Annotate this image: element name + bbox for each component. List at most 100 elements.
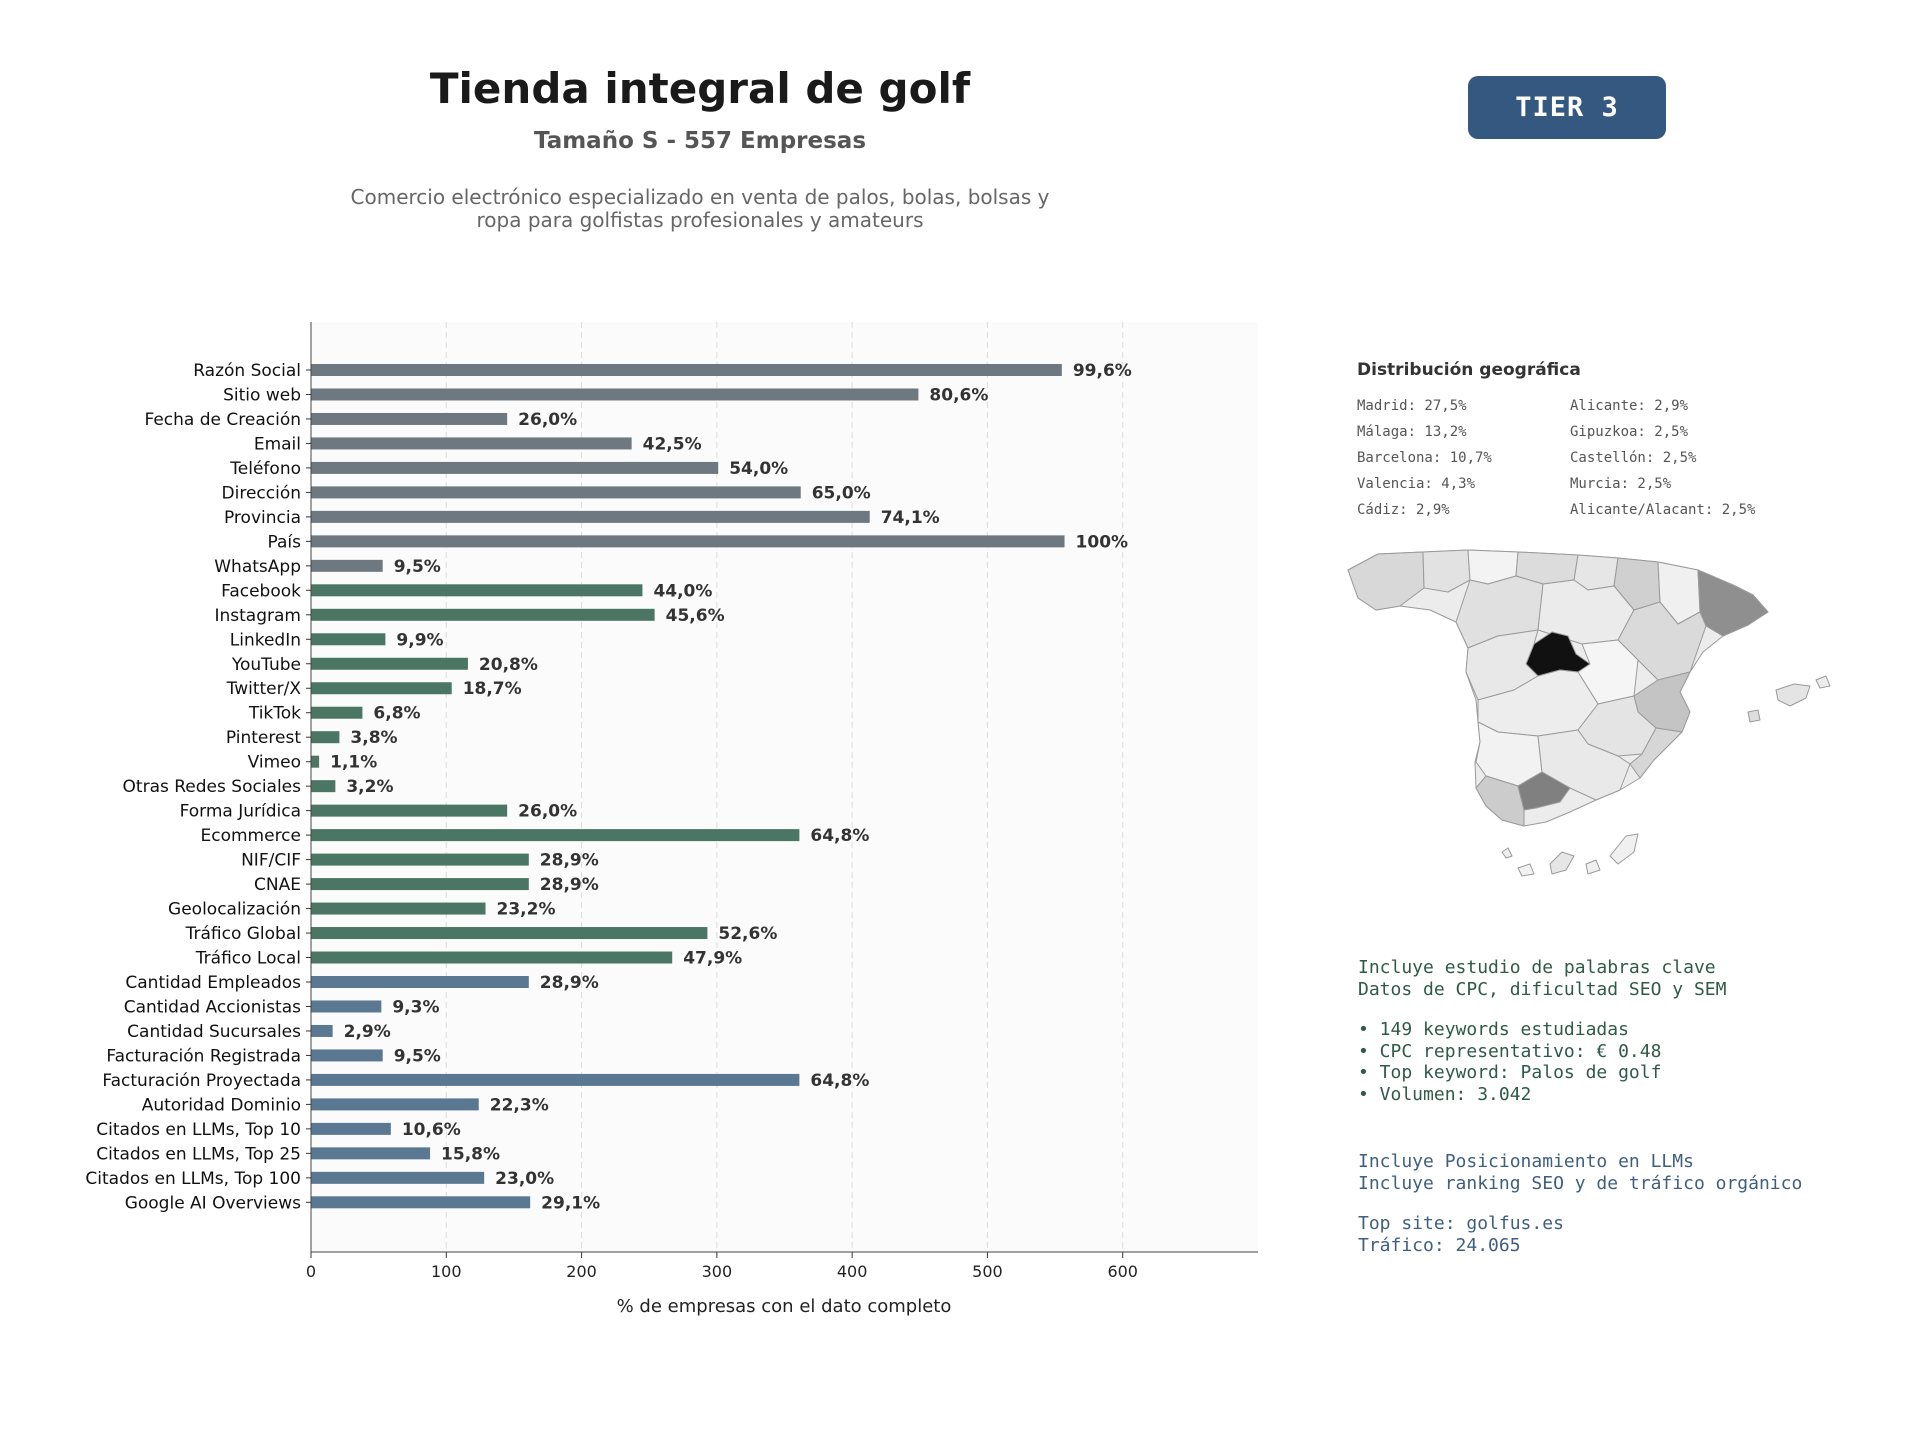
category-label: Instagram [215,606,302,626]
bar [311,1073,800,1086]
geo-item: Madrid: 27,5% [1357,398,1467,414]
data-label: 15,8% [441,1144,500,1164]
bar [311,804,508,817]
balearic-island [1815,675,1831,689]
balearic-island [1775,683,1811,707]
category-label: Autoridad Dominio [142,1095,301,1115]
bar [311,976,529,988]
axis-layer: 0 100 200 300 400 500 600 Razón Social Sitio web… [85,322,1258,1281]
geo-item: Alicante: 2,9% [1570,398,1689,414]
bar [311,1098,479,1111]
data-label: 6,8% [373,704,420,724]
description-line: ropa para golfistas profesionales y amat… [476,208,924,232]
data-label: 74,1% [881,508,940,528]
bar [311,633,386,646]
geo-list: Madrid: 27,5% Alicante: 2,9% Málaga: 13,2%… [1357,396,1837,520]
category-label: Dirección [222,483,301,503]
geo-item: Gipuzkoa: 2,5% [1570,424,1689,440]
data-label: 9,9% [396,630,443,650]
category-label: Tráfico Global [185,924,301,944]
llm-line: Incluye ranking SEO y de tráfico orgánic… [1358,1172,1803,1194]
barcelona [1697,569,1769,637]
keywords-bullet: • 149 keywords estudiadas [1358,1019,1629,1040]
data-label: 64,8% [810,1071,869,1091]
data-label: 20,8% [479,655,538,675]
keywords-bullet: • Volumen: 3.042 [1358,1083,1532,1105]
bar [311,829,800,842]
keywords-line: Incluye estudio de palabras clave [1358,957,1716,978]
data-label: 9,3% [392,997,439,1017]
bar [311,1171,485,1184]
category-label: YouTube [231,655,301,675]
x-tick-label: 200 [566,1262,597,1281]
data-label: 26,0% [518,410,577,430]
geo-panel: Distribución geográfica Madrid: 27,5% Ali… [1357,360,1837,520]
bar [311,461,719,474]
category-label: Otras Redes Sociales [123,777,302,797]
geo-item: Murcia: 2,5% [1570,476,1672,492]
bar [311,731,340,744]
geo-item: Cádiz: 2,9% [1357,502,1450,518]
canary-island [1549,851,1575,875]
category-label: Cantidad Sucursales [127,1022,301,1042]
bar [311,878,529,891]
bar [311,510,870,523]
region [1629,727,1683,779]
x-tick-label: 300 [702,1262,733,1281]
data-label: 65,0% [812,483,871,503]
bar [311,927,708,940]
spacer [1358,1194,1802,1213]
category-label: LinkedIn [230,630,301,650]
x-tick-label: 600 [1107,1262,1138,1281]
data-label: 52,6% [718,924,777,944]
bar [311,486,801,499]
data-label: 9,5% [394,1046,441,1066]
category-label: Tráfico Local [195,949,301,969]
bar [311,559,383,572]
bar [311,608,655,621]
category-label: Cantidad Empleados [125,973,301,993]
spain-map [1347,549,1831,877]
category-label: País [268,532,302,552]
bar [311,706,363,719]
bar [311,1147,431,1160]
bar [311,1122,391,1135]
x-axis-label: % de empresas con el dato completo [617,1296,952,1317]
geo-title: Distribución geográfica [1357,360,1581,380]
balearic-island [1747,709,1761,723]
top-site: Top site: golfus.es [1358,1213,1564,1234]
spacer [1358,1000,1726,1019]
keywords-bullet: • CPC representativo: € 0.48 [1358,1040,1662,1062]
description-line: Comercio electrónico especializado en ve… [350,185,1050,209]
chart-description: Comercio electrónico especializado en ve… [300,186,1100,232]
bar [311,1000,382,1013]
geo-item: Málaga: 13,2% [1357,424,1467,440]
data-label: 29,1% [541,1193,600,1213]
category-label: Cantidad Accionistas [124,997,301,1017]
traffic-value: Tráfico: 24.065 [1358,1234,1521,1256]
category-label: TikTok [248,704,301,724]
data-label: 28,9% [540,973,599,993]
llm-line: Incluye Posicionamiento en LLMs [1358,1151,1694,1172]
bar [311,412,508,425]
category-label: Geolocalización [168,900,301,920]
geo-item: Castellón: 2,5% [1570,450,1697,466]
category-label: Citados en LLMs, Top 25 [96,1144,301,1164]
category-label: Citados en LLMs, Top 100 [85,1169,301,1189]
category-label: WhatsApp [214,557,301,577]
canary-island [1501,847,1513,859]
geo-item: Valencia: 4,3% [1357,476,1476,492]
data-label: 80,6% [929,385,988,405]
bar-chart: 99,6% 80,6% 26,0% 42,5% 54,0% 65,0% 74,1% 100% 9… [85,322,1258,1317]
x-tick-label: 400 [837,1262,868,1281]
data-label: 44,0% [653,581,712,601]
data-label: 64,8% [810,826,869,846]
bar [311,437,632,450]
x-tick-label: 500 [972,1262,1003,1281]
data-label: 10,6% [402,1120,461,1140]
category-label: Vimeo [248,753,301,773]
data-label: 47,9% [683,949,742,969]
malaga [1517,771,1571,811]
chart-title: Tienda integral de golf [429,64,971,113]
data-label: 42,5% [643,434,702,454]
